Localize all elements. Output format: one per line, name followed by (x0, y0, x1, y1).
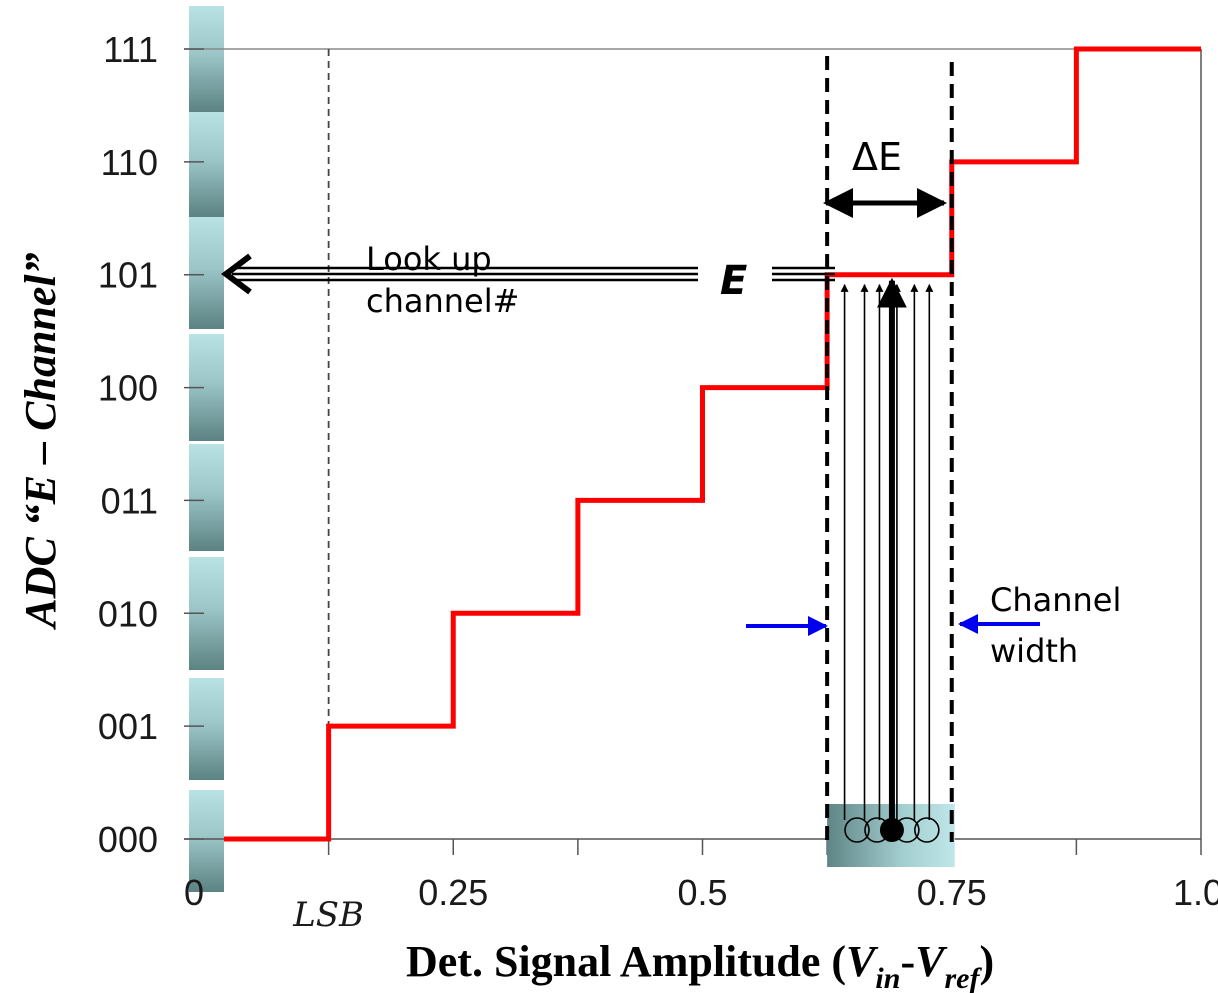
look-up-arrow (221, 253, 835, 295)
y-tick-label-000: 000 (98, 819, 158, 860)
step-series-line (224, 46, 1201, 842)
x-axis-title-in-sub: in (875, 962, 900, 993)
look-up-label-line1: Look up (366, 240, 492, 278)
y-tick-label-011: 011 (101, 480, 158, 521)
e-label: E (720, 258, 747, 304)
channel-bin-111 (189, 6, 224, 112)
channel-width-label-line1: Channel (990, 581, 1121, 619)
x-tick-label-0.25: 0.25 (418, 872, 488, 913)
sample-circle-0 (844, 817, 870, 843)
plot-axes (184, 48, 1202, 855)
x-axis-title-suffix: ) (979, 937, 994, 986)
channel-width-label-line2: width (990, 632, 1078, 670)
x-tick-label-lsb: LSB (292, 895, 364, 935)
y-tick-label-100: 100 (98, 368, 158, 409)
x-tick-label-0: 0 (184, 872, 204, 913)
channel-bin-000 (189, 790, 224, 892)
annotations: ΔE Look up channel# E Channel width (221, 135, 1121, 670)
x-tick-labels: 0 0.25 0.5 0.75 1.0 LSB (184, 872, 1218, 935)
x-tick-label-0.5: 0.5 (677, 872, 727, 913)
channel-bin-101 (189, 217, 224, 329)
x-tick-label-0.75: 0.75 (917, 872, 987, 913)
channel-bin-110 (189, 112, 224, 217)
y-tick-label-101: 101 (98, 255, 158, 296)
sample-circle-3 (914, 817, 940, 843)
y-tick-label-111: 111 (103, 29, 158, 70)
y-tick-label-001: 001 (98, 706, 158, 747)
look-up-label-line2: channel# (366, 282, 519, 320)
x-axis-title-prefix: Det. Signal Amplitude ( (406, 937, 846, 986)
channel-overlay (825, 56, 955, 867)
channel-bins (189, 6, 224, 892)
sample-dot (879, 818, 904, 842)
y-tick-label-010: 010 (98, 593, 158, 634)
x-axis-title-dash: - (900, 937, 915, 986)
x-axis-title-ref-sub: ref (944, 962, 982, 993)
y-axis-title: ADC “E – Channel” (16, 252, 65, 630)
channel-bin-011 (189, 444, 224, 551)
x-axis-title-vin: V (846, 937, 879, 986)
channel-bin-001 (189, 678, 224, 780)
x-tick-label-1.0: 1.0 (1173, 872, 1218, 913)
x-axis-title: Det. Signal Amplitude (Vin-Vref) (406, 937, 994, 993)
delta-e-label: ΔE (852, 135, 902, 179)
y-tick-label-110: 110 (101, 142, 158, 183)
adc-step-function (224, 46, 1201, 842)
x-axis-title-vref: V (915, 937, 948, 986)
y-tick-labels: 000 001 010 011 100 101 110 111 (98, 29, 158, 860)
